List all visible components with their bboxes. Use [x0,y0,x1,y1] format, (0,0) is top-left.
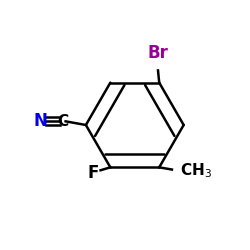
Text: Br: Br [148,44,169,62]
Text: F: F [88,164,99,182]
Text: C: C [57,114,68,129]
Text: N: N [33,112,47,130]
Text: CH$_3$: CH$_3$ [180,161,212,180]
